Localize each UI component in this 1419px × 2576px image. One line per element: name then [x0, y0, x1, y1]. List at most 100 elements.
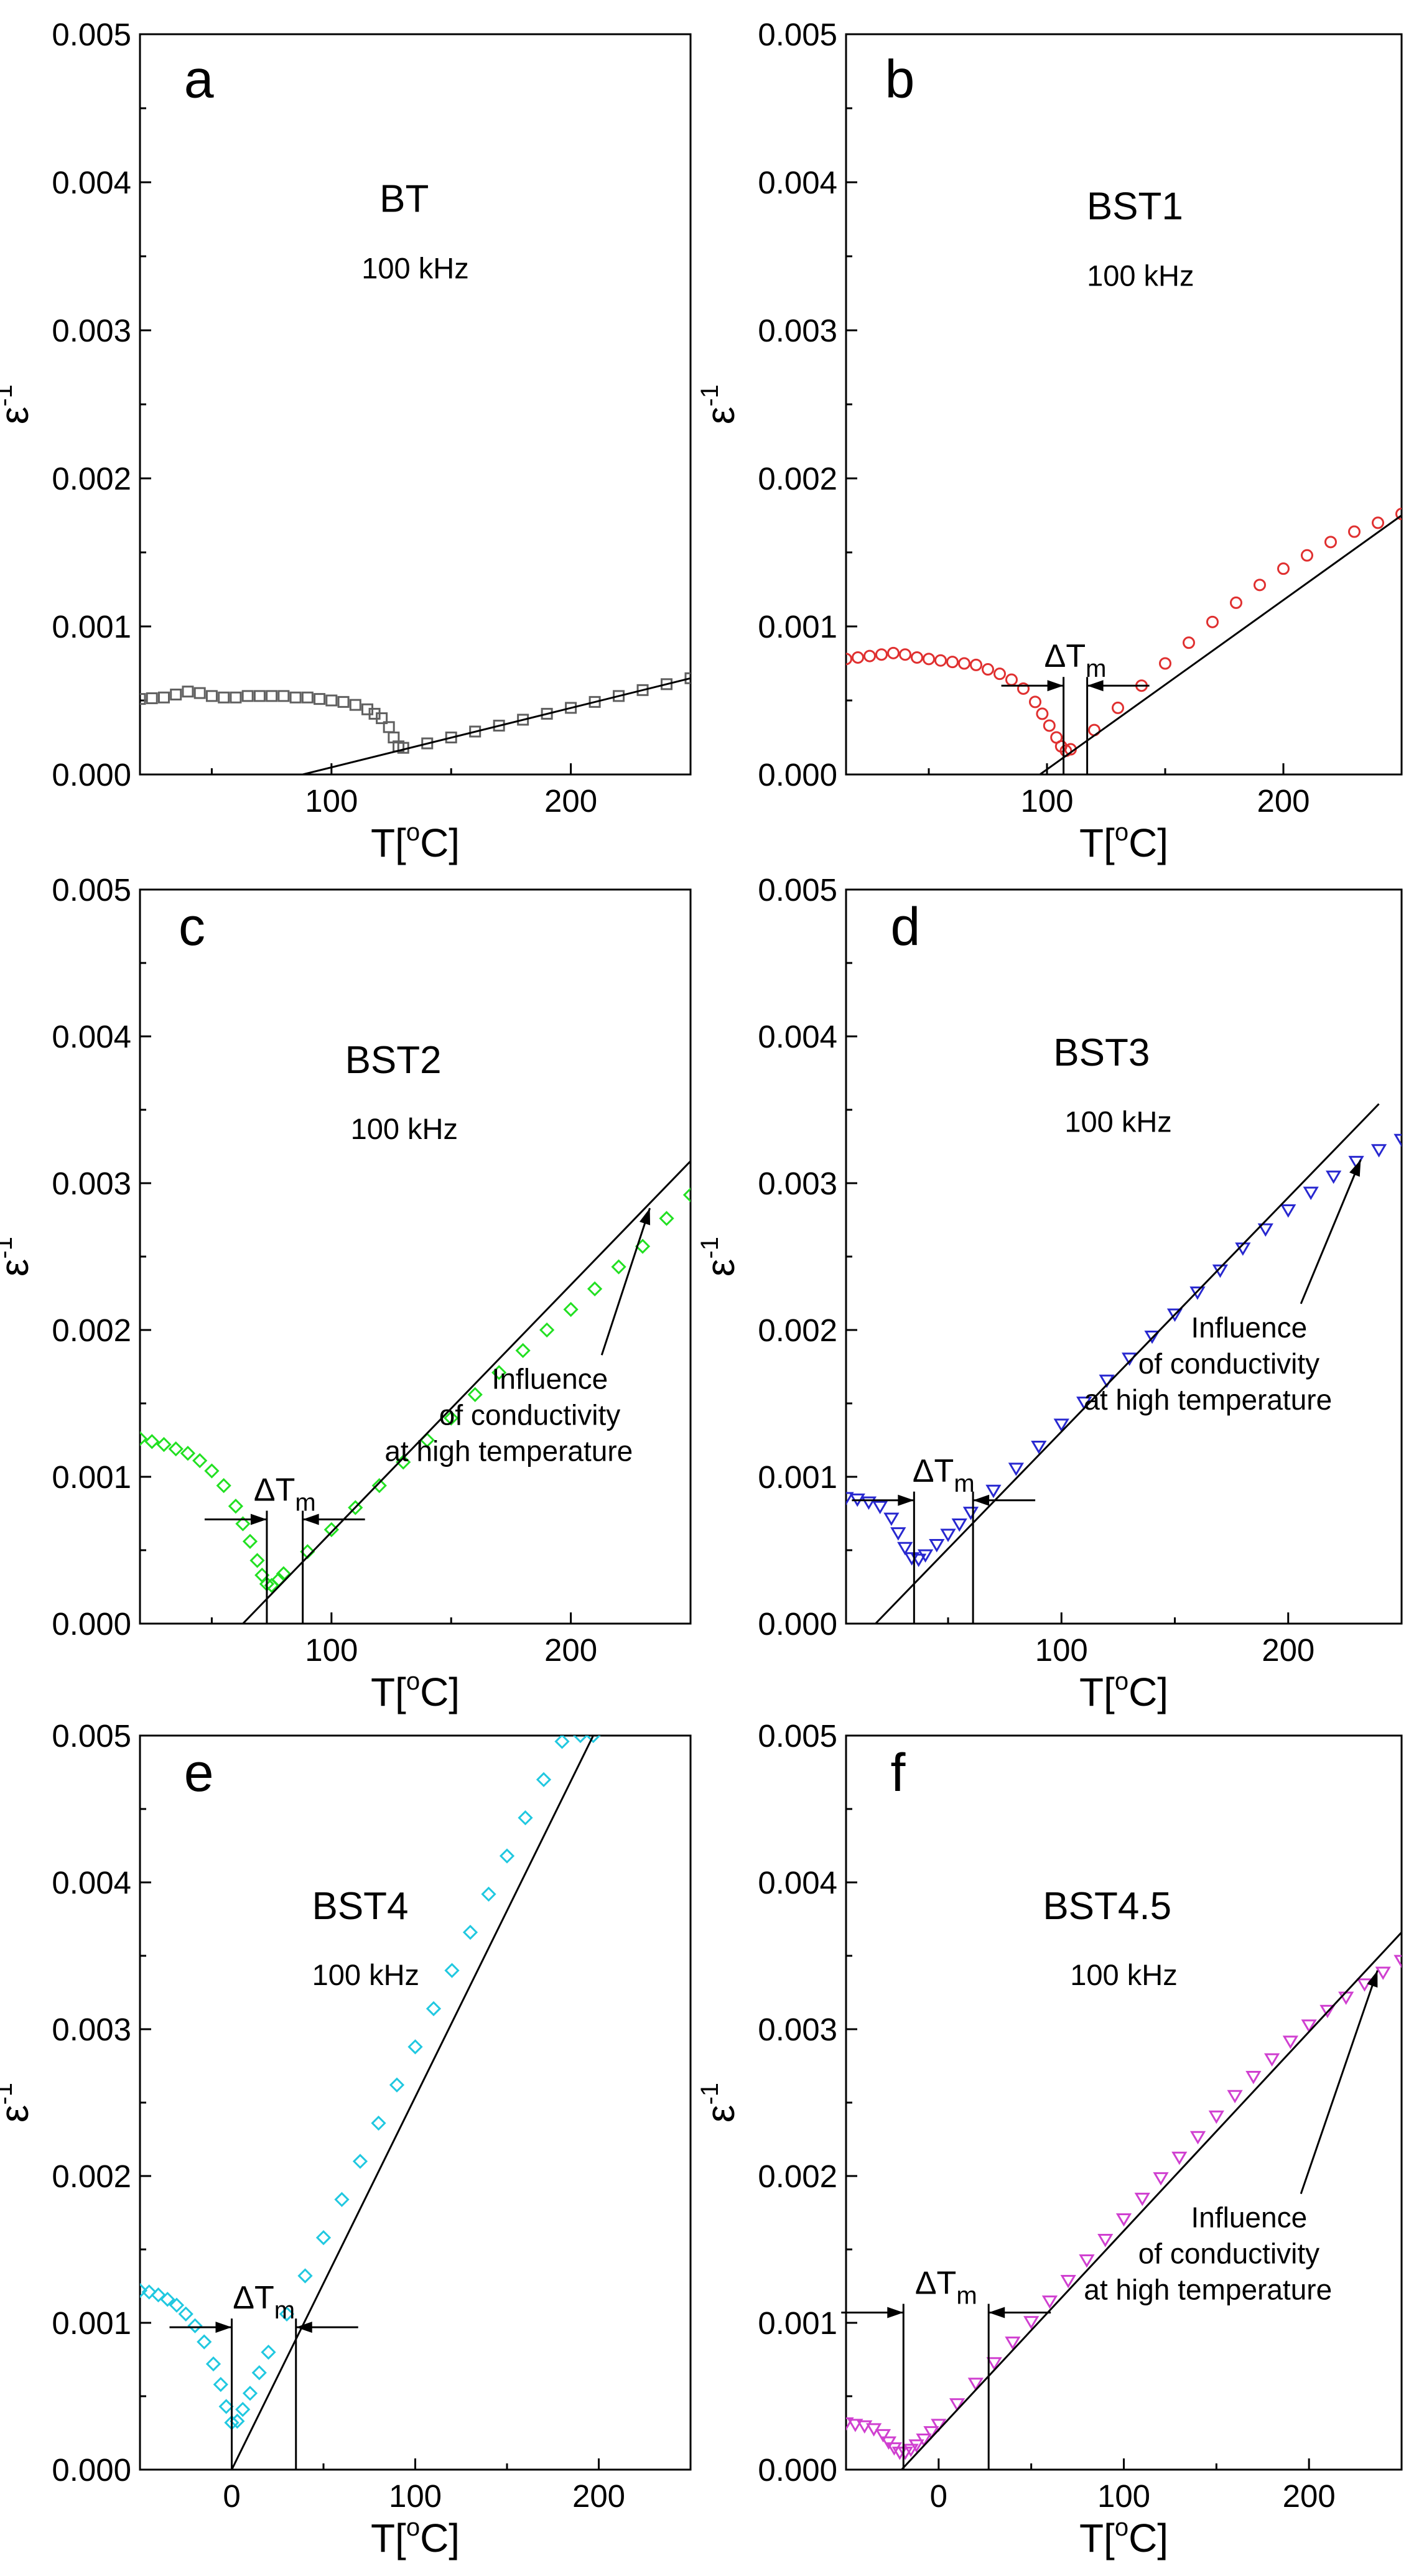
panel-letter: e — [184, 1743, 214, 1803]
x-tick-label: 200 — [572, 2478, 625, 2514]
frequency-label: 100 kHz — [1087, 259, 1194, 292]
y-tick-label: 0.000 — [758, 2452, 837, 2488]
data-point — [276, 1566, 291, 1581]
data-point — [883, 1512, 900, 1527]
data-point — [187, 2318, 203, 2333]
data-point — [1230, 596, 1242, 609]
data-point — [852, 651, 864, 664]
x-axis-title: T[oC] — [371, 819, 460, 865]
data-point — [951, 1518, 967, 1532]
delta-tm-arrowhead — [295, 2322, 312, 2333]
x-title-sup: o — [1115, 1668, 1128, 1695]
delta-tm-label: ΔTm — [233, 2280, 295, 2324]
x-tick-label: 100 — [389, 2478, 442, 2514]
y-tick-label: 0.001 — [52, 1459, 131, 1495]
fit-line — [1039, 514, 1402, 774]
data-point — [1277, 562, 1290, 575]
data-point — [860, 1496, 877, 1510]
fit-line — [901, 1932, 1402, 2470]
data-point — [1159, 657, 1171, 670]
y-tick-label: 0.002 — [758, 461, 837, 496]
delta-tm-arrowhead — [302, 1514, 319, 1525]
data-point — [563, 1301, 579, 1318]
y-tick-label: 0.005 — [758, 872, 837, 908]
y-tick-label: 0.001 — [52, 2305, 131, 2341]
data-point — [1189, 2131, 1206, 2145]
data-point — [230, 2413, 245, 2429]
data-point — [1023, 2316, 1040, 2330]
data-point — [389, 2077, 405, 2093]
data-point — [426, 2001, 442, 2017]
x-title-part: T[ — [1079, 2516, 1115, 2560]
data-series — [846, 1955, 1402, 2460]
data-point — [897, 1541, 913, 1556]
data-point — [1395, 508, 1402, 521]
data-point — [661, 678, 673, 690]
panel-letter: c — [179, 897, 205, 957]
y-tick-label: 0.004 — [52, 1019, 131, 1054]
data-point — [277, 690, 290, 702]
x-tick-label: 200 — [544, 783, 597, 819]
data-point — [160, 2292, 175, 2307]
plot-frame — [139, 33, 692, 776]
delta-tm-arrowhead — [1047, 680, 1064, 692]
data-point — [962, 1507, 979, 1520]
frequency-label: 100 kHz — [312, 1958, 419, 1991]
frequency-label: 100 kHz — [361, 252, 468, 285]
data-point — [931, 2419, 947, 2432]
data-point — [407, 2039, 423, 2055]
x-tick-label: 200 — [1283, 2478, 1336, 2514]
data-point — [325, 694, 338, 707]
chart-panel-d: 0.000 0.001 0.002 0.003 0.004 0.005 100 200 T[oC… — [696, 872, 1403, 1714]
data-point — [846, 2417, 854, 2431]
data-point — [289, 691, 302, 704]
data-point — [554, 1736, 570, 1749]
x-title-part: C] — [420, 821, 460, 865]
data-point — [929, 1539, 945, 1553]
data-point — [1029, 695, 1041, 709]
annotation-line: at high temperature — [384, 1434, 633, 1467]
delta-tm-arrowhead — [215, 2322, 232, 2333]
x-title-part: C] — [1128, 2516, 1168, 2560]
y-axis-title: ε-1 — [696, 384, 743, 424]
data-point — [1303, 1186, 1319, 1201]
data-point — [515, 1342, 531, 1359]
annotation-text: Influence of conductivity at high temperat… — [384, 1362, 633, 1467]
data-point — [156, 1436, 172, 1453]
y-tick-label: 0.002 — [52, 1313, 131, 1348]
annotation-line: Influence — [1191, 1311, 1307, 1344]
annotation-arrowhead — [1349, 1160, 1361, 1177]
delta-tm-label: ΔTm — [254, 1472, 316, 1516]
data-point — [1245, 2071, 1262, 2085]
data-point — [1097, 2233, 1114, 2248]
data-point — [1326, 1170, 1342, 1184]
data-point — [1356, 1978, 1373, 1992]
data-point — [151, 2287, 166, 2303]
y-tick-label: 0.002 — [52, 461, 131, 496]
data-point — [923, 653, 935, 666]
chart-panel-e: 0.000 0.001 0.002 0.003 0.004 0.005 0 100 200 T[o… — [0, 1718, 692, 2560]
fit-line — [242, 1160, 691, 1624]
data-point — [682, 1187, 691, 1203]
data-point — [205, 2356, 221, 2372]
y-tick-label: 0.003 — [758, 2012, 837, 2047]
data-point — [1036, 707, 1049, 720]
plot-frame — [845, 888, 1403, 1625]
x-tick-label: 100 — [305, 1632, 358, 1668]
x-title-part: C] — [1128, 821, 1168, 865]
data-point — [182, 686, 194, 698]
data-point — [1005, 673, 1018, 686]
data-point — [218, 691, 230, 704]
x-title-part: T[ — [371, 2516, 406, 2560]
y-tick-label: 0.000 — [758, 1606, 837, 1642]
x-title-part: C] — [420, 1670, 460, 1714]
delta-tm-label: ΔTm — [1044, 638, 1107, 682]
plot-frame — [845, 1734, 1403, 2471]
y-tick-label: 0.005 — [52, 872, 131, 908]
data-point — [396, 1454, 411, 1470]
sample-name: BST4 — [312, 1885, 408, 1928]
data-point — [958, 657, 970, 670]
data-point — [587, 1281, 603, 1297]
panel-letter: b — [885, 49, 915, 109]
